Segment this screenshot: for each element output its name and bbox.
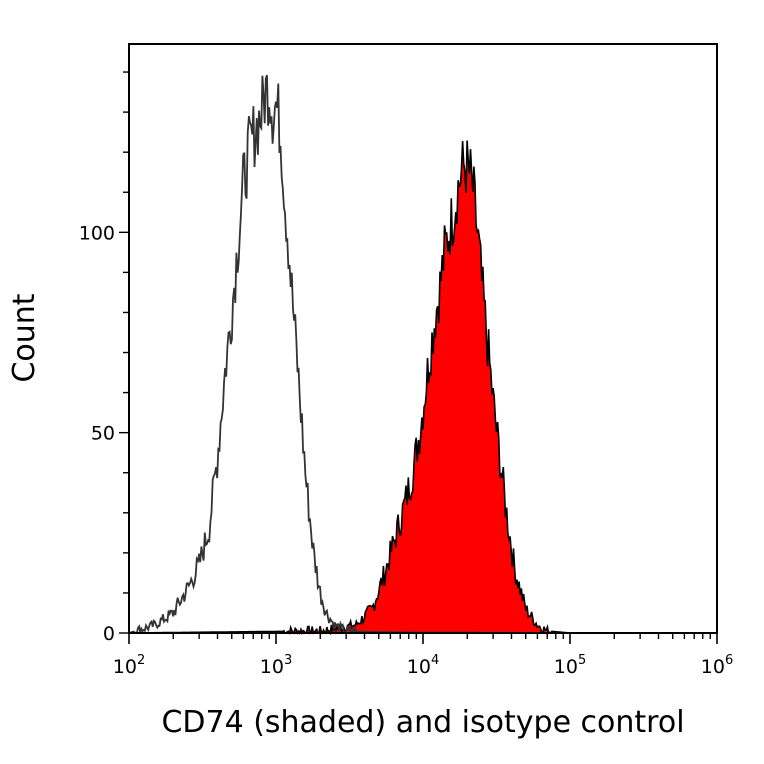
series-layer bbox=[128, 74, 717, 636]
y-tick-label: 0 bbox=[103, 623, 115, 645]
x-tick-label: 105 bbox=[554, 653, 586, 678]
x-tick-label: 106 bbox=[701, 653, 733, 678]
y-tick-label: 50 bbox=[91, 423, 115, 445]
cd74-histogram-fill bbox=[129, 140, 717, 633]
x-tick-label: 103 bbox=[260, 653, 292, 678]
y-tick-label: 100 bbox=[79, 222, 115, 244]
y-axis-title: Count bbox=[7, 293, 42, 382]
x-tick-label: 102 bbox=[113, 653, 145, 678]
axis-ticks: 0 50 100 102 103 104 105 106 bbox=[79, 71, 733, 678]
x-axis-title: CD74 (shaded) and isotype control bbox=[161, 705, 684, 740]
x-tick-label: 104 bbox=[407, 653, 439, 678]
